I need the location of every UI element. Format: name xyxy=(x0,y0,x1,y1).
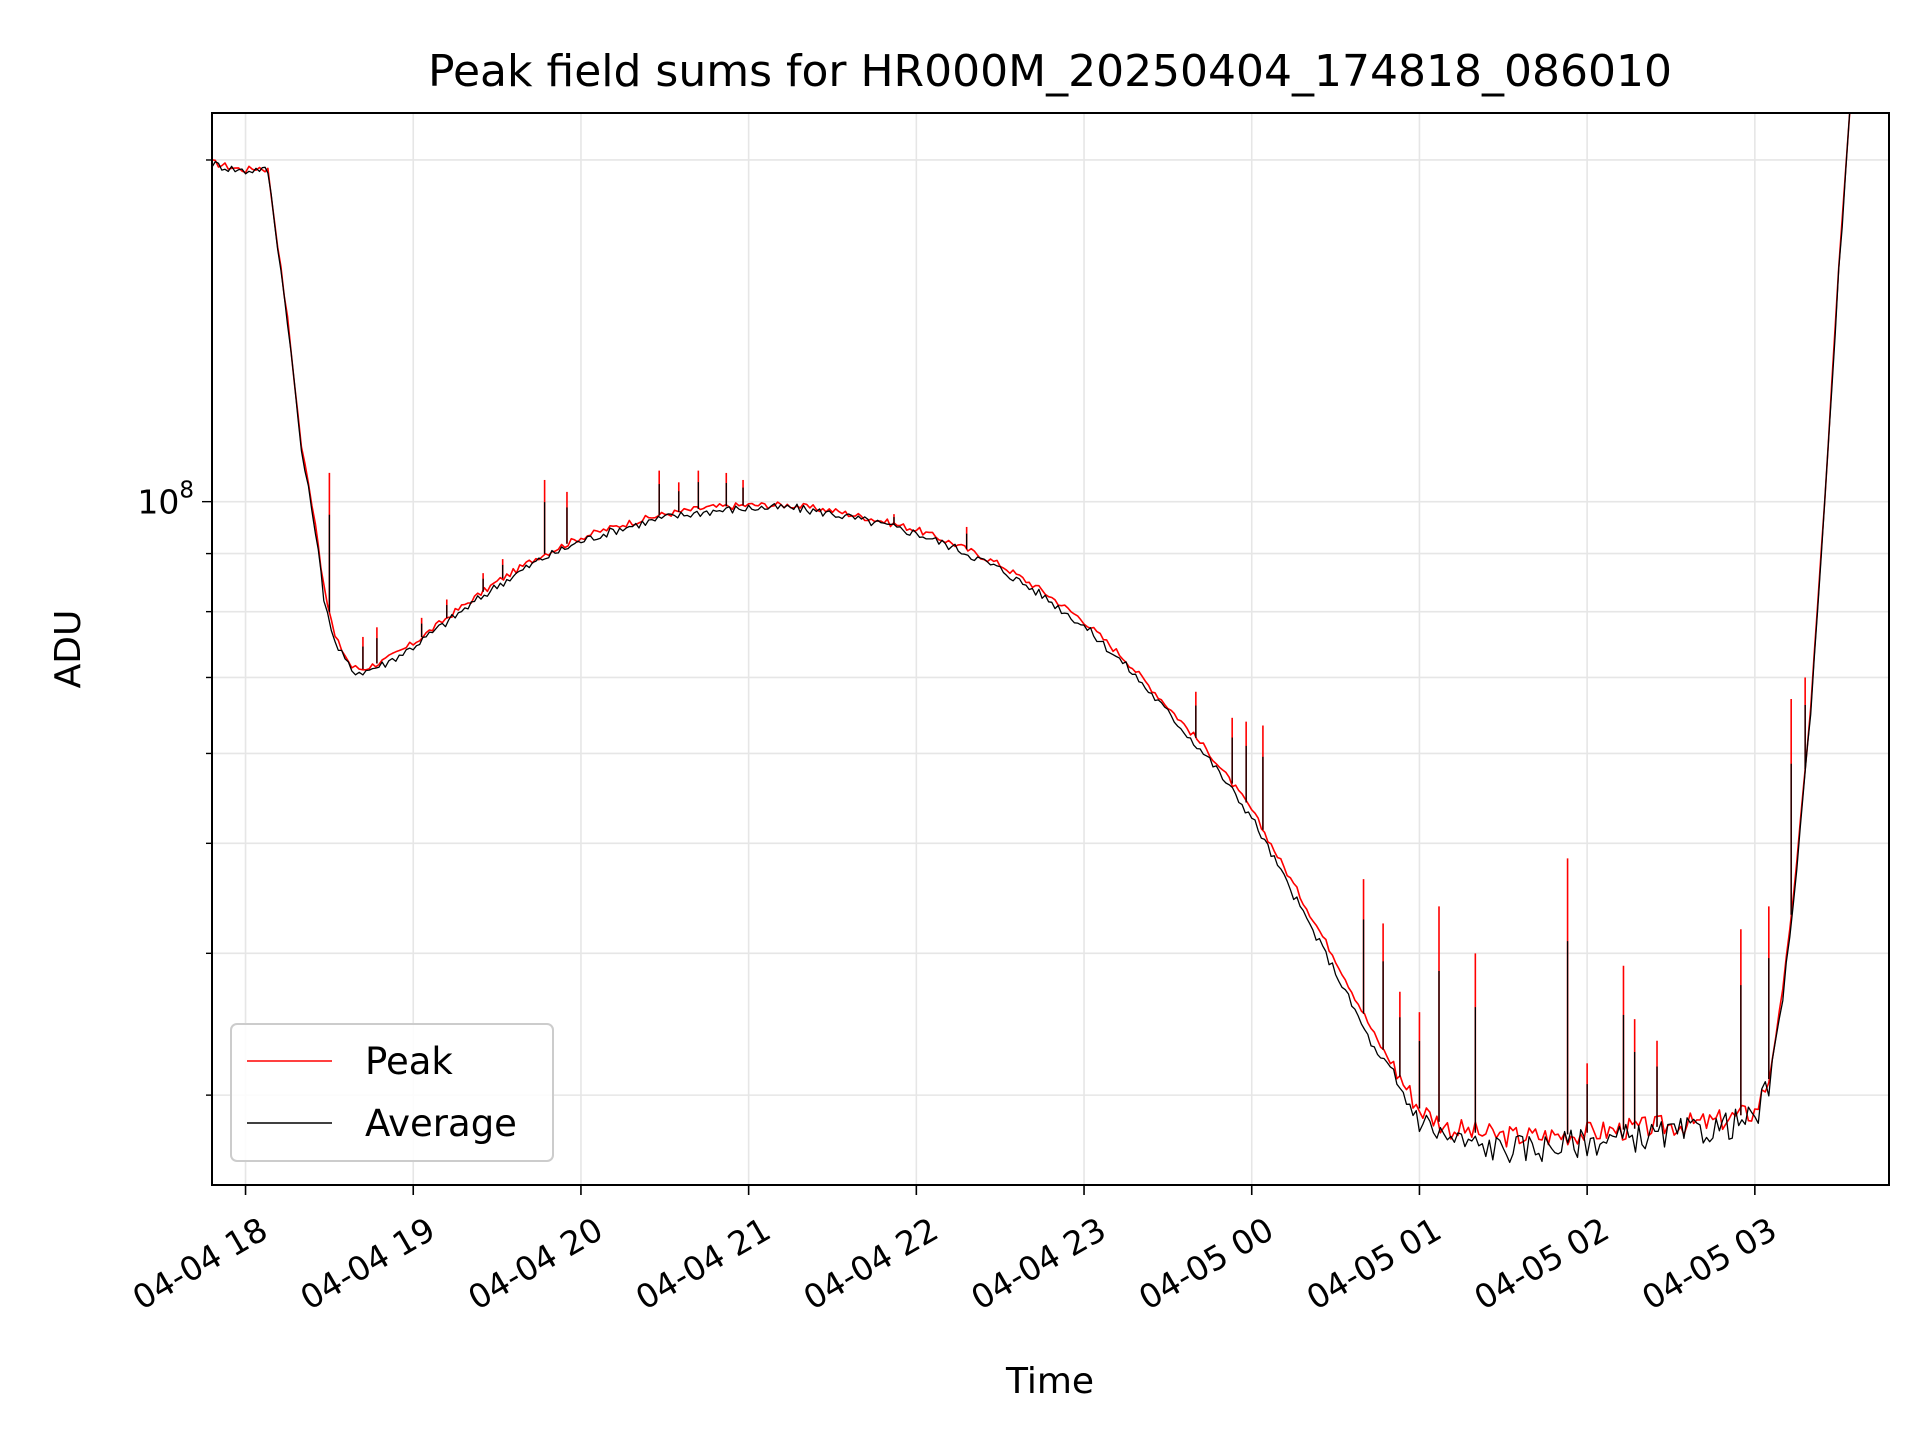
legend-label-average: Average xyxy=(365,1102,517,1145)
x-tick-label: 04-04 23 xyxy=(964,1210,1112,1318)
legend-frame xyxy=(230,1023,554,1162)
x-tick-label: 04-05 00 xyxy=(1132,1210,1280,1318)
x-tick-label: 04-04 19 xyxy=(294,1210,442,1318)
x-tick-label: 04-04 18 xyxy=(126,1210,274,1318)
x-tick-label: 04-04 20 xyxy=(461,1210,609,1318)
series-layer xyxy=(212,113,1851,1164)
legend: Peak Average xyxy=(230,1023,554,1162)
y-tick-label: 108 xyxy=(137,478,194,522)
x-tick-label: 04-05 02 xyxy=(1468,1210,1616,1318)
series-line-average xyxy=(212,113,1851,1164)
x-tick-label: 04-05 01 xyxy=(1300,1210,1448,1318)
plot-frame xyxy=(211,112,1890,1186)
x-tick-label: 04-04 21 xyxy=(629,1210,777,1318)
chart-title: Peak field sums for HR000M_20250404_1748… xyxy=(428,46,1672,97)
x-tick-label: 04-04 22 xyxy=(797,1210,945,1318)
x-axis-label: Time xyxy=(1005,1361,1094,1402)
series-line-peak xyxy=(212,113,1851,1148)
legend-label-peak: Peak xyxy=(365,1040,453,1083)
y-axis-label: ADU xyxy=(48,610,89,689)
x-tick-label: 04-05 03 xyxy=(1635,1210,1783,1318)
